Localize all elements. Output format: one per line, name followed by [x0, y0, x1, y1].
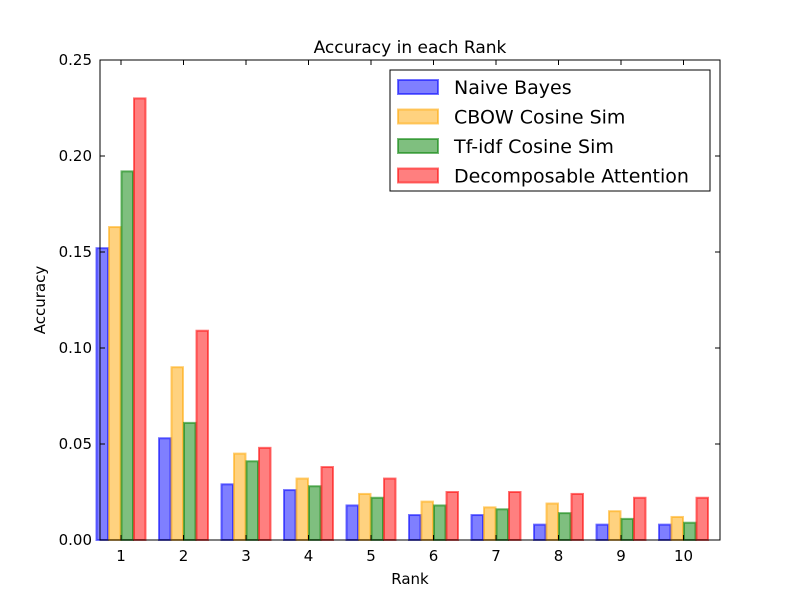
- bar-3-1: [120, 170, 134, 542]
- bar-1-4: [283, 489, 297, 541]
- bar-3-10: [683, 521, 697, 541]
- legend-label-1: Naive Bayes: [454, 77, 572, 99]
- x-tick-label: 2: [179, 547, 189, 565]
- y-tick-label: 0.20: [59, 147, 92, 165]
- bar-2-6: [420, 500, 434, 542]
- bar-2-5: [358, 492, 372, 542]
- bar-3-2: [183, 421, 197, 542]
- bar-4-3: [258, 446, 272, 541]
- bar-1-3: [220, 483, 234, 542]
- bar-4-4: [320, 466, 334, 542]
- bar-2-8: [545, 502, 559, 541]
- bar-2-1: [108, 226, 122, 541]
- bar-3-5: [370, 496, 384, 542]
- y-tick-label: 0.05: [59, 435, 92, 453]
- legend-swatch-1: [397, 79, 439, 95]
- bar-1-7: [470, 514, 484, 541]
- bar-2-10: [670, 515, 684, 542]
- x-tick-label: 9: [616, 547, 626, 565]
- bar-4-9: [633, 496, 647, 542]
- bar-1-2: [158, 437, 172, 541]
- bar-1-5: [345, 504, 359, 542]
- y-axis-label: Accuracy: [31, 266, 49, 335]
- bar-2-2: [170, 366, 184, 542]
- bar-3-3: [245, 460, 259, 541]
- x-axis: 1 2 3 4 5 6 7 8 9 10: [116, 60, 693, 565]
- bar-3-9: [620, 517, 634, 542]
- y-tick-label: 0.00: [59, 531, 92, 549]
- plot-frame: [99, 59, 721, 541]
- bar-1-6: [408, 514, 422, 541]
- bar-1-8: [533, 523, 547, 542]
- bar-2-9: [608, 510, 622, 542]
- legend-label-4: Decomposable Attention: [454, 166, 689, 188]
- bar-4-1: [133, 97, 147, 542]
- legend-swatch-2: [397, 108, 439, 125]
- legend: Naive Bayes CBOW Cosine Sim Tf-idf Cosine …: [389, 69, 711, 192]
- x-axis-label: Rank: [391, 570, 429, 588]
- x-tick-label: 1: [116, 547, 126, 565]
- x-tick-label: 5: [366, 547, 376, 565]
- bar-3-7: [495, 508, 509, 541]
- bar-4-10: [695, 496, 709, 542]
- x-tick-label: 4: [304, 547, 314, 565]
- bar-4-8: [570, 492, 584, 542]
- bar-3-4: [308, 485, 322, 541]
- bar-3-6: [433, 504, 447, 542]
- bar-4-6: [445, 491, 459, 541]
- legend-label-3: Tf-idf Cosine Sim: [453, 136, 614, 158]
- y-tick-label: 0.15: [59, 243, 92, 261]
- bar-4-5: [383, 477, 397, 541]
- y-axis: 0.00 0.05 0.10 0.15 0.20 0.25: [59, 51, 720, 549]
- legend-swatch-3: [397, 138, 439, 154]
- bar-3-8: [558, 512, 572, 541]
- bar-2-3: [233, 452, 247, 542]
- bar-4-7: [508, 491, 522, 541]
- bar-2-4: [295, 477, 309, 541]
- x-tick-label: 6: [429, 547, 439, 565]
- x-tick-label: 7: [491, 547, 501, 565]
- bar-2-7: [483, 506, 497, 541]
- bar-4-2: [195, 329, 209, 541]
- bar-1-1: [95, 247, 109, 541]
- x-tick-label: 10: [674, 547, 693, 565]
- bar-1-10: [658, 523, 672, 542]
- bar-1-9: [595, 523, 609, 542]
- legend-label-2: CBOW Cosine Sim: [454, 107, 625, 129]
- x-tick-label: 8: [554, 547, 564, 565]
- y-tick-label: 0.10: [59, 339, 92, 357]
- legend-frame: [389, 69, 711, 192]
- chart-title: Accuracy in each Rank: [314, 38, 507, 58]
- x-tick-label: 3: [241, 547, 251, 565]
- y-tick-label: 0.25: [59, 51, 92, 69]
- legend-swatch-4: [397, 167, 439, 184]
- bars-group: [95, 97, 709, 542]
